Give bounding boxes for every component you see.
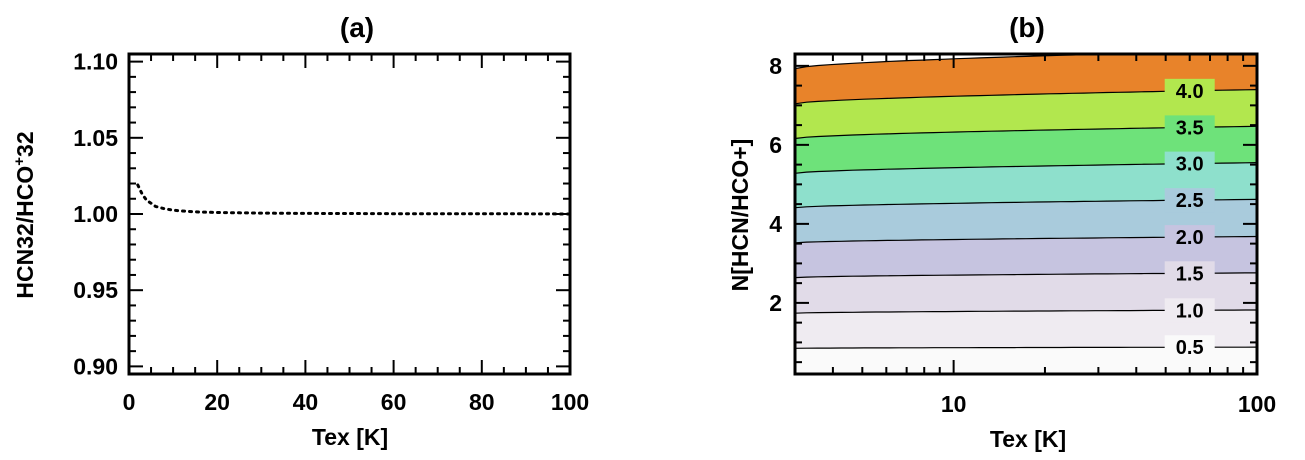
contour-label: 1.5	[1176, 263, 1204, 285]
contour-label: 3.0	[1176, 154, 1204, 176]
contour-label: 0.5	[1176, 337, 1204, 359]
contour-band	[795, 236, 1257, 278]
y-tick-label: 2	[769, 290, 782, 316]
panel-b-title: (b)	[1009, 12, 1045, 43]
contour-line	[795, 54, 1127, 70]
contour-label: 3.5	[1176, 117, 1204, 139]
y-tick-label: 1.10	[73, 49, 118, 75]
x-tick-label: 80	[469, 389, 495, 415]
panel-a-x-axis-label: Tex [K]	[312, 424, 388, 450]
contour-label-bg	[1164, 78, 1215, 103]
contour-band	[795, 162, 1257, 208]
y-tick-label: 1.00	[73, 201, 118, 227]
y-tick-label: 6	[769, 132, 782, 158]
panel-b-y-axis-label: N[HCN/HCO+]	[727, 139, 753, 292]
contour-band	[795, 272, 1257, 314]
panel-b-chart: (b) 0.5 1.0 1.5 2.0 2.5 3.0 3.5 4.0 10 100 2 4 6 8 T…	[727, 12, 1276, 452]
x-tick-label: 0	[123, 389, 136, 415]
x-tick-label: 20	[204, 389, 230, 415]
panel-b-tick-labels: 10 100 2 4 6 8	[769, 53, 1276, 417]
y-tick-label: 8	[769, 53, 782, 79]
panel-a-series	[136, 183, 572, 216]
contour-label-bg	[1164, 298, 1215, 323]
contour-band	[795, 89, 1257, 139]
y-tick-label: 4	[769, 211, 782, 237]
contour-label: 4.0	[1176, 81, 1204, 103]
panel-a-frame	[127, 52, 572, 376]
panel-b-contour-labels: 0.5 1.0 1.5 2.0 2.5 3.0 3.5 4.0	[1164, 78, 1215, 360]
y-tick-label: 1.05	[73, 125, 118, 151]
panel-a-tick-labels: 0 20 40 60 80 100 0.90 0.95 1.00 1.05 1.10	[73, 49, 589, 415]
contour-label-bg	[1164, 335, 1215, 360]
contour-label-bg	[1164, 115, 1215, 140]
y-tick-label: 0.90	[73, 353, 118, 379]
contour-band	[795, 310, 1257, 349]
contour-label: 2.5	[1176, 190, 1204, 212]
contour-label-bg	[1164, 188, 1215, 213]
panel-b-filled-contours	[795, 54, 1257, 374]
contour-label-bg	[1164, 151, 1215, 176]
x-tick-label: 100	[1238, 391, 1276, 417]
x-tick-label: 40	[293, 389, 319, 415]
contour-band	[795, 126, 1257, 174]
x-tick-label: 60	[381, 389, 407, 415]
panel-a-y-axis-label: HCN32/HCO+32	[11, 131, 38, 298]
panel-b-x-axis-label: Tex [K]	[990, 426, 1066, 452]
contour-band	[795, 199, 1257, 243]
series-line	[136, 183, 572, 216]
panel-a-title: (a)	[340, 12, 374, 43]
contour-label-bg	[1164, 225, 1215, 250]
panel-a-chart: (a) 0 20 40 60 80 100 0.90 0.95 1.00 1.05 1.10 Tex…	[11, 12, 589, 450]
contour-band	[795, 347, 1257, 374]
y-tick-label: 0.95	[73, 277, 118, 303]
x-tick-label: 100	[551, 389, 589, 415]
contour-label-bg	[1164, 261, 1215, 286]
x-tick-label: 10	[941, 391, 967, 417]
panel-b-frame	[793, 52, 1259, 376]
contour-label: 2.0	[1176, 227, 1204, 249]
contour-label: 1.0	[1176, 300, 1204, 322]
